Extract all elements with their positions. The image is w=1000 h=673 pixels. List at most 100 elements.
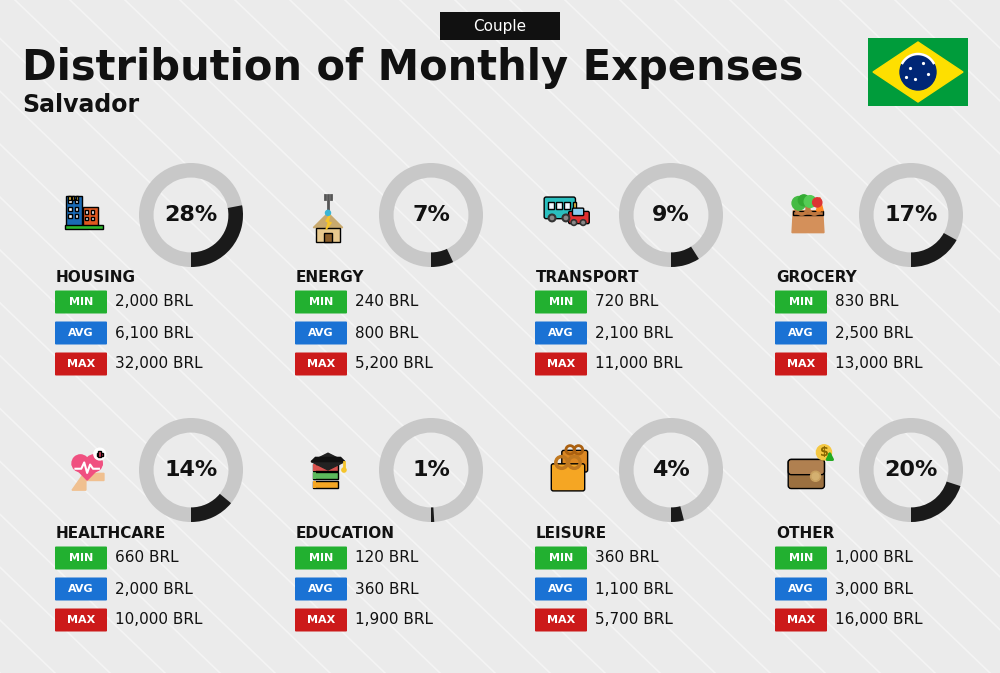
Circle shape	[792, 197, 805, 210]
Polygon shape	[326, 214, 331, 229]
Wedge shape	[911, 233, 957, 267]
FancyBboxPatch shape	[91, 210, 94, 214]
Text: ENERGY: ENERGY	[296, 271, 364, 285]
Text: MAX: MAX	[787, 615, 815, 625]
Text: 1,900 BRL: 1,900 BRL	[355, 612, 433, 627]
FancyBboxPatch shape	[68, 207, 72, 211]
FancyBboxPatch shape	[562, 450, 588, 472]
Text: AVG: AVG	[308, 584, 334, 594]
FancyBboxPatch shape	[295, 577, 347, 600]
Polygon shape	[72, 464, 102, 480]
Text: 800 BRL: 800 BRL	[355, 326, 418, 341]
Circle shape	[798, 195, 809, 206]
Text: 1%: 1%	[412, 460, 450, 480]
Polygon shape	[72, 473, 104, 490]
FancyBboxPatch shape	[440, 12, 560, 40]
Circle shape	[548, 214, 556, 221]
FancyBboxPatch shape	[75, 207, 78, 211]
Text: Salvador: Salvador	[22, 93, 139, 117]
Text: TRANSPORT: TRANSPORT	[536, 271, 640, 285]
FancyBboxPatch shape	[98, 451, 101, 457]
Text: 2,100 BRL: 2,100 BRL	[595, 326, 673, 341]
FancyBboxPatch shape	[313, 464, 338, 471]
Text: 7%: 7%	[412, 205, 450, 225]
Wedge shape	[431, 507, 434, 522]
Text: 830 BRL: 830 BRL	[835, 295, 898, 310]
Wedge shape	[379, 418, 483, 522]
Text: MAX: MAX	[307, 615, 335, 625]
FancyBboxPatch shape	[573, 203, 576, 214]
FancyBboxPatch shape	[564, 201, 570, 209]
Text: EDUCATION: EDUCATION	[296, 526, 395, 542]
Wedge shape	[191, 205, 243, 267]
FancyBboxPatch shape	[295, 291, 347, 314]
FancyBboxPatch shape	[313, 481, 316, 488]
Text: 1,000 BRL: 1,000 BRL	[835, 551, 913, 565]
Text: MIN: MIN	[549, 297, 573, 307]
Text: 10,000 BRL: 10,000 BRL	[115, 612, 202, 627]
Text: 6,100 BRL: 6,100 BRL	[115, 326, 193, 341]
FancyBboxPatch shape	[66, 196, 82, 225]
FancyBboxPatch shape	[788, 460, 824, 489]
FancyBboxPatch shape	[535, 353, 587, 376]
FancyBboxPatch shape	[775, 608, 827, 631]
Text: HEALTHCARE: HEALTHCARE	[56, 526, 166, 542]
Text: AVG: AVG	[788, 328, 814, 338]
FancyBboxPatch shape	[569, 211, 589, 223]
Text: MAX: MAX	[547, 615, 575, 625]
Text: MIN: MIN	[69, 297, 93, 307]
Text: 360 BRL: 360 BRL	[355, 581, 419, 596]
Wedge shape	[139, 418, 243, 522]
Wedge shape	[139, 163, 243, 267]
Polygon shape	[873, 42, 963, 102]
FancyBboxPatch shape	[535, 291, 587, 314]
FancyBboxPatch shape	[544, 197, 575, 219]
Polygon shape	[816, 197, 823, 211]
Text: LEISURE: LEISURE	[536, 526, 607, 542]
Text: AVG: AVG	[68, 328, 94, 338]
Wedge shape	[619, 163, 723, 267]
FancyBboxPatch shape	[55, 577, 107, 600]
FancyBboxPatch shape	[83, 207, 98, 226]
Text: MIN: MIN	[69, 553, 93, 563]
Wedge shape	[671, 506, 684, 522]
Text: 13,000 BRL: 13,000 BRL	[835, 357, 923, 371]
FancyBboxPatch shape	[55, 322, 107, 345]
Circle shape	[564, 216, 568, 219]
Text: 17%: 17%	[884, 205, 938, 225]
Text: 4%: 4%	[652, 460, 690, 480]
FancyBboxPatch shape	[68, 214, 72, 218]
Text: AVG: AVG	[68, 584, 94, 594]
Wedge shape	[619, 418, 723, 522]
Circle shape	[580, 219, 586, 225]
Text: MIN: MIN	[309, 297, 333, 307]
Circle shape	[85, 455, 102, 472]
Circle shape	[900, 54, 936, 90]
Text: MIN: MIN	[549, 553, 573, 563]
Circle shape	[550, 216, 554, 219]
Text: GROCERY: GROCERY	[776, 271, 857, 285]
FancyBboxPatch shape	[295, 322, 347, 345]
Wedge shape	[859, 418, 963, 522]
FancyBboxPatch shape	[324, 233, 332, 242]
Text: 5,200 BRL: 5,200 BRL	[355, 357, 433, 371]
Circle shape	[94, 448, 106, 460]
Circle shape	[571, 219, 577, 225]
FancyBboxPatch shape	[313, 481, 338, 488]
FancyBboxPatch shape	[788, 460, 824, 474]
Circle shape	[811, 471, 821, 481]
FancyBboxPatch shape	[548, 201, 554, 209]
FancyBboxPatch shape	[55, 353, 107, 376]
FancyBboxPatch shape	[535, 608, 587, 631]
Text: MAX: MAX	[67, 359, 95, 369]
Text: 2,500 BRL: 2,500 BRL	[835, 326, 913, 341]
Text: 720 BRL: 720 BRL	[595, 295, 658, 310]
Circle shape	[562, 214, 570, 221]
FancyBboxPatch shape	[535, 577, 587, 600]
Text: MAX: MAX	[787, 359, 815, 369]
Text: MAX: MAX	[67, 615, 95, 625]
Text: OTHER: OTHER	[776, 526, 834, 542]
Wedge shape	[191, 494, 231, 522]
FancyBboxPatch shape	[775, 546, 827, 569]
FancyBboxPatch shape	[75, 214, 78, 218]
